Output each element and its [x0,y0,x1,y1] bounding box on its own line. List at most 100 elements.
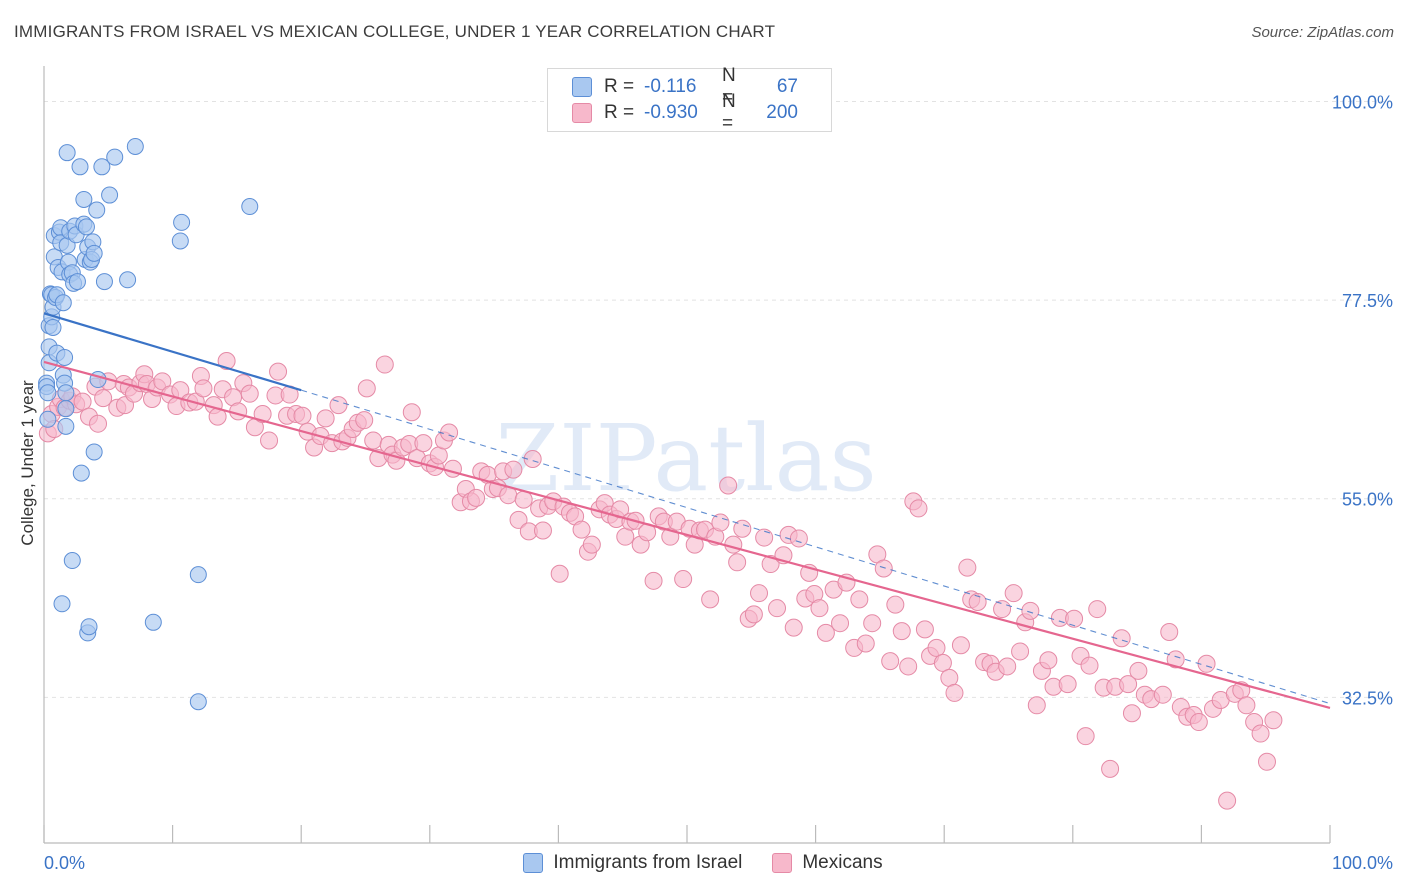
mexicans-trend-line [43,360,1331,710]
mexicans-point [968,593,987,612]
mexicans-point [1076,727,1095,746]
mexicans-point [674,570,693,589]
r-label: R = [604,76,635,97]
watermark: ZIPatlas [495,405,876,512]
mexicans-point [933,653,952,672]
mexicans-point [467,488,486,507]
mexicans-point [293,406,312,425]
mexicans-point [863,614,882,633]
mexicans-point [364,431,383,450]
mexicans-point [1153,685,1172,704]
israel-point [80,618,98,636]
israel-point [77,218,95,236]
mexicans-point [550,564,569,583]
mexicans-point [644,571,663,590]
n-value: 200 [766,102,798,123]
mexicans-point [711,513,730,532]
israel-point [173,213,191,231]
mexicans-point [1237,696,1256,715]
mexicans-point [750,584,769,603]
israel-legend-label: Immigrants from Israel [553,852,743,873]
mexicans-point [998,657,1017,676]
israel-points [38,138,259,711]
mexicans-point [1088,600,1107,619]
israel-point [57,400,75,418]
mexicans-point [440,423,459,442]
mexicans-point [533,521,552,540]
israel-point [75,190,93,208]
mexicans-point [899,657,918,676]
mexicans-point [784,618,803,637]
israel-point [39,384,57,402]
israel-point [72,464,90,482]
israel-point [241,198,259,216]
mexicans-point [1080,656,1099,675]
mexicans-point [1027,696,1046,715]
mexicans-point [253,404,272,423]
mexicans-point [375,355,394,374]
mexicans-point [194,379,213,398]
mexicans-point [940,668,959,687]
mexicans-point [329,396,348,415]
mexicans-point [414,434,433,453]
mexicans-point [616,527,635,546]
mexicans-point [909,499,928,518]
israel-point [126,138,144,156]
mexicans-point [1218,791,1237,810]
israel-point [56,348,74,366]
mexicans-point [1021,601,1040,620]
israel-point [85,244,103,262]
mexicans-point [1251,724,1270,743]
mexicans-point [810,599,829,618]
mexicans-point [927,638,946,657]
israel-legend-swatch [523,853,544,873]
legend-row-israel: R = -0.116 N = 67 [572,65,798,108]
mexicans-point [874,559,893,578]
mexicans-legend-swatch [772,853,793,873]
mexicans-legend-label: Mexicans [802,852,883,873]
mexicans-point [915,620,934,639]
mexicans-point [1011,642,1030,661]
israel-point [53,595,71,613]
mexicans-point [719,476,738,495]
tick-labels: 32.5% 55.0% 77.5% 100.0% 0.0% 100.0% [44,92,1393,873]
mexicans-point [316,409,335,428]
chart-source: Source: ZipAtlas.com [1251,24,1394,41]
mexicans-point [523,450,542,468]
n-value: 67 [776,76,798,97]
mexicans-point [1112,629,1131,648]
mexicans-point [1004,584,1023,603]
israel-point [85,443,103,461]
mexicans-point [850,590,869,609]
chart-title: IMMIGRANTS FROM ISRAEL VS MEXICAN COLLEG… [14,22,776,41]
legend-item-israel: Immigrants from Israel [523,852,742,874]
mexicans-point [89,414,108,433]
mexicans-point [429,446,448,465]
israel-point [57,384,75,402]
mexicans-point [1166,650,1185,669]
mexicans-point [355,411,374,430]
israel-point [39,410,57,428]
mexicans-point [856,634,875,653]
mexicans-point [768,599,787,618]
n-label: N = [722,91,736,134]
mexicans-point [993,600,1012,619]
legend-row-mexicans: R = -0.930 N = 200 [572,91,798,134]
n-label: N = [722,65,736,108]
mexicans-point [229,402,248,421]
mexicans-point [357,379,376,398]
israel-point [54,294,72,312]
mexicans-point [1122,704,1141,723]
mexicans-point [1119,675,1138,694]
mexicans-point [831,614,850,633]
trend-lines [43,312,1331,710]
israel-point [68,273,86,291]
israel-point [95,273,113,291]
y-tick-label: 100.0% [1332,92,1393,112]
mexicans-point [1065,609,1084,628]
mexicans-point [1058,675,1077,694]
israel-point [88,201,106,219]
y-axis-title: College, Under 1 year [18,380,37,546]
mexicans-point [1160,623,1179,642]
